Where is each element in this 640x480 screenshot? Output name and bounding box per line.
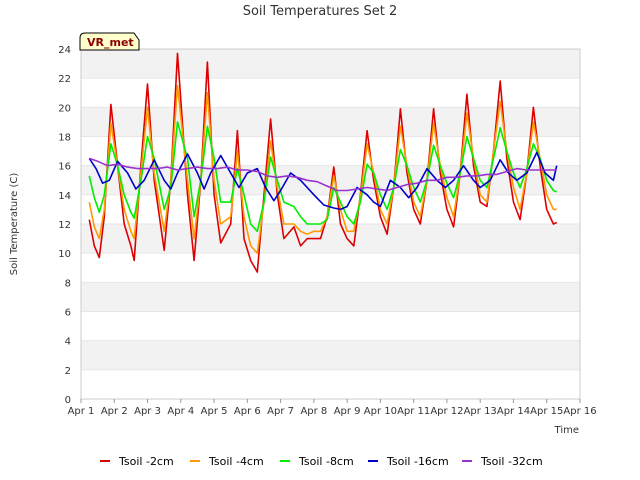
y-tick-label: 10 bbox=[58, 249, 71, 260]
y-axis-label: Soil Temperature (C) bbox=[9, 173, 20, 276]
y-tick-label: 12 bbox=[58, 220, 71, 231]
legend-label: Tsoil -16cm bbox=[386, 455, 449, 468]
plot-area-frame bbox=[80, 48, 581, 400]
grid-band bbox=[81, 253, 580, 283]
grid-band bbox=[81, 311, 580, 341]
y-tick-label: 22 bbox=[58, 74, 71, 85]
legend-label: Tsoil -4cm bbox=[208, 455, 264, 468]
grid-band bbox=[81, 282, 580, 312]
x-tick-label: Apr 8 bbox=[300, 406, 327, 417]
legend: Tsoil -2cm Tsoil -4cm Tsoil -8cm Tsoil -16c… bbox=[100, 455, 543, 468]
x-tick-label: Apr 15 bbox=[530, 406, 563, 417]
x-tick-label: Apr 12 bbox=[430, 406, 463, 417]
station-label: VR_met bbox=[87, 36, 134, 49]
y-tick-label: 20 bbox=[58, 103, 71, 114]
grid-band bbox=[81, 369, 580, 399]
y-tick-label: 6 bbox=[65, 308, 71, 319]
y-tick-label: 16 bbox=[58, 162, 71, 173]
x-tick-label: Apr 14 bbox=[497, 406, 530, 417]
y-tick-label: 14 bbox=[58, 191, 71, 202]
legend-label: Tsoil -2cm bbox=[118, 455, 174, 468]
series-line-5 bbox=[89, 157, 557, 192]
y-tick-label: 0 bbox=[65, 395, 71, 406]
y-tick-label: 4 bbox=[65, 337, 71, 348]
x-tick-label: Apr 1 bbox=[68, 406, 95, 417]
x-tick-label: Apr 16 bbox=[563, 406, 596, 417]
x-tick-label: Apr 4 bbox=[167, 406, 194, 417]
x-tick-label: Apr 7 bbox=[267, 406, 294, 417]
grid-band bbox=[81, 78, 580, 108]
x-tick-label: Apr 10 bbox=[364, 406, 397, 417]
series-line-3 bbox=[88, 121, 558, 233]
series-line-4 bbox=[88, 151, 558, 211]
x-tick-label: Apr 11 bbox=[397, 406, 430, 417]
station-label-box: VR_met bbox=[79, 32, 140, 51]
x-tick-label: Apr 5 bbox=[201, 406, 228, 417]
y-tick-label: 24 bbox=[58, 45, 71, 56]
grid-band bbox=[81, 340, 580, 370]
x-tick-label: Apr 2 bbox=[101, 406, 128, 417]
y-tick-label: 2 bbox=[65, 366, 71, 377]
grid-band bbox=[81, 49, 580, 79]
x-tick-label: Apr 13 bbox=[464, 406, 497, 417]
x-tick-label: Apr 9 bbox=[334, 406, 361, 417]
y-tick-label: 8 bbox=[65, 278, 71, 289]
grid-band bbox=[81, 224, 580, 254]
x-tick-label: Apr 6 bbox=[234, 406, 261, 417]
y-tick-label: 18 bbox=[58, 133, 71, 144]
x-tick-label: Apr 3 bbox=[134, 406, 161, 417]
x-axis-label: Time bbox=[554, 425, 579, 436]
legend-label: Tsoil -32cm bbox=[480, 455, 543, 468]
chart-title: Soil Temperatures Set 2 bbox=[243, 4, 398, 19]
legend-label: Tsoil -8cm bbox=[298, 455, 354, 468]
